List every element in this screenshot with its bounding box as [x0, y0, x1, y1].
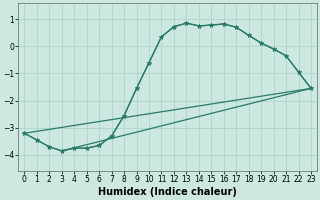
X-axis label: Humidex (Indice chaleur): Humidex (Indice chaleur)	[98, 187, 237, 197]
